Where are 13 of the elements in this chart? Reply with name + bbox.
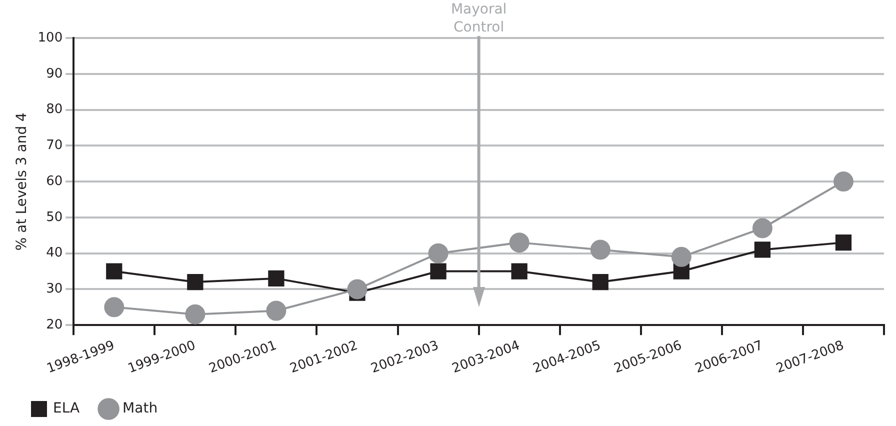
legend-label: Math (122, 400, 158, 417)
y-tick-label: 80 (46, 102, 63, 118)
legend-label: ELA (53, 400, 80, 417)
y-tick-label: 40 (46, 246, 63, 261)
y-tick-label: 50 (46, 210, 63, 225)
y-tick-label: 100 (38, 30, 63, 46)
y-tick-label: 20 (46, 317, 63, 332)
y-tick-label: 30 (46, 282, 63, 297)
y-axis-title: % at Levels 3 and 4 (14, 112, 30, 251)
y-tick-label: 90 (46, 66, 63, 82)
ref-line-label: Mayoral Control (450, 2, 507, 36)
y-tick-label: 70 (46, 138, 63, 154)
y-tick-label: 60 (46, 174, 63, 189)
